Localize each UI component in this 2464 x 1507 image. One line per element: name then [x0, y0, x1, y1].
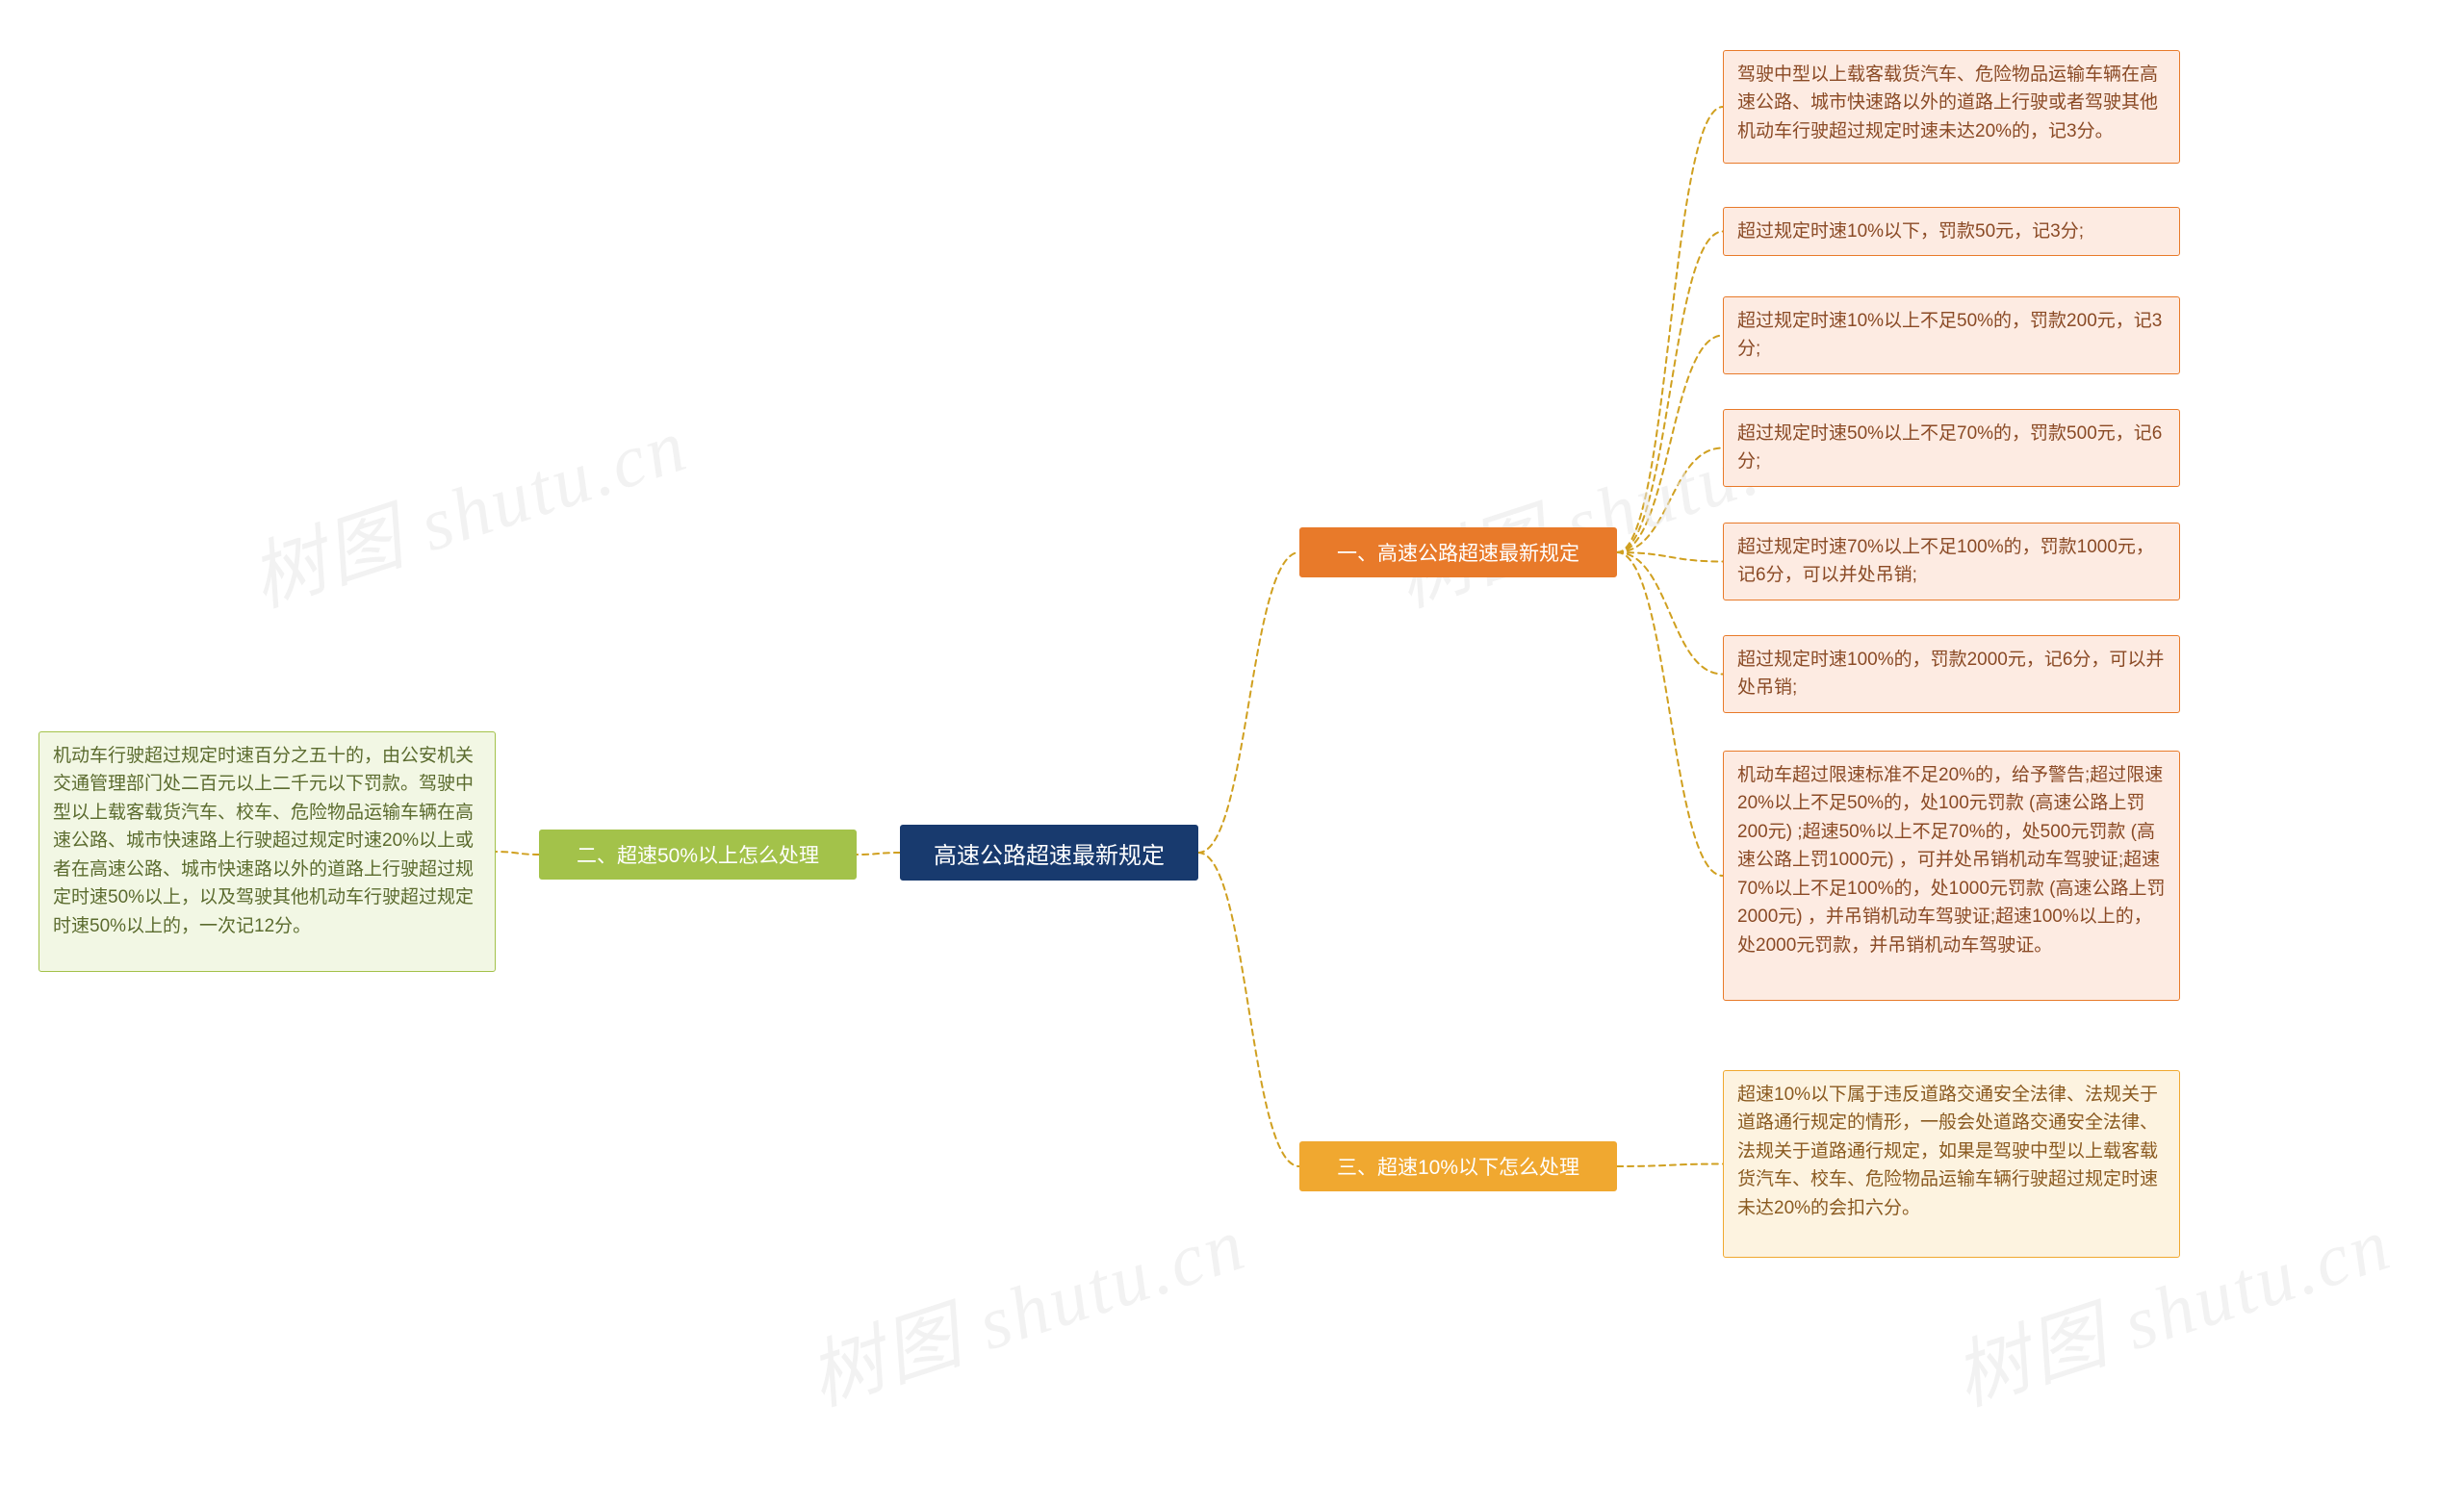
branch-1-leaf-4: 超过规定时速50%以上不足70%的，罚款500元，记6分; — [1723, 409, 2180, 487]
mindmap-root[interactable]: 高速公路超速最新规定 — [900, 825, 1198, 881]
branch-1-leaf-7: 机动车超过限速标准不足20%的，给予警告;超过限速20%以上不足50%的，处10… — [1723, 751, 2180, 1001]
branch-2[interactable]: 二、超速50%以上怎么处理 — [539, 830, 857, 880]
branch-1-leaf-6: 超过规定时速100%的，罚款2000元，记6分，可以并处吊销; — [1723, 635, 2180, 713]
branch-1-leaf-2: 超过规定时速10%以下，罚款50元，记3分; — [1723, 207, 2180, 256]
branch-2-leaf-1: 机动车行驶超过规定时速百分之五十的，由公安机关交通管理部门处二百元以上二千元以下… — [38, 731, 496, 972]
branch-1-leaf-5: 超过规定时速70%以上不足100%的，罚款1000元，记6分，可以并处吊销; — [1723, 523, 2180, 600]
branch-1-leaf-1: 驾驶中型以上载客载货汽车、危险物品运输车辆在高速公路、城市快速路以外的道路上行驶… — [1723, 50, 2180, 164]
branch-3-leaf-1: 超速10%以下属于违反道路交通安全法律、法规关于道路通行规定的情形，一般会处道路… — [1723, 1070, 2180, 1258]
watermark: 树图 shutu.cn — [235, 385, 699, 627]
branch-1[interactable]: 一、高速公路超速最新规定 — [1299, 527, 1617, 577]
branch-3[interactable]: 三、超速10%以下怎么处理 — [1299, 1141, 1617, 1191]
branch-1-leaf-3: 超过规定时速10%以上不足50%的，罚款200元，记3分; — [1723, 296, 2180, 374]
watermark: 树图 shutu.cn — [793, 1184, 1257, 1426]
